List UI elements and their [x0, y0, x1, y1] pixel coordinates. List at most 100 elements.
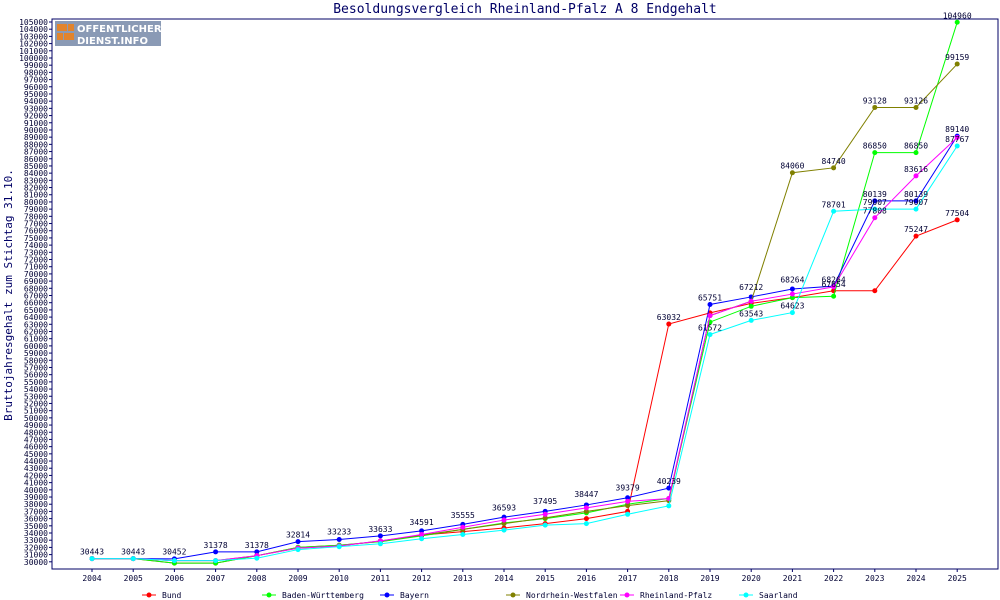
data-point-saarland — [913, 206, 919, 212]
y-tick-label: 51000 — [24, 407, 48, 416]
legend-label-bayern: Bayern — [400, 591, 429, 600]
y-tick-label: 104000 — [19, 25, 48, 34]
y-tick-label: 63000 — [24, 320, 48, 329]
legend-marker-nordrhein-westfalen — [510, 592, 516, 598]
data-label: 63032 — [657, 313, 681, 322]
y-tick-label: 37000 — [24, 507, 48, 516]
legend-label-nordrhein-westfalen: Nordrhein-Westfalen — [526, 591, 618, 600]
y-tick-label: 82000 — [24, 184, 48, 193]
y-tick-label: 30000 — [24, 558, 48, 567]
data-label: 30443 — [80, 548, 104, 557]
data-point-baden-w-rttemberg — [789, 295, 795, 301]
y-tick-label: 89000 — [24, 133, 48, 142]
y-tick-label: 57000 — [24, 363, 48, 372]
x-tick-label: 2009 — [288, 574, 307, 583]
y-tick-label: 33000 — [24, 536, 48, 545]
y-tick-label: 99000 — [24, 61, 48, 70]
x-tick-label: 2023 — [865, 574, 884, 583]
data-point-baden-w-rttemberg — [913, 150, 919, 156]
legend-marker-baden-w-rttemberg — [266, 592, 272, 598]
y-tick-label: 95000 — [24, 90, 48, 99]
data-label: 30452 — [162, 548, 186, 557]
data-label: 68264 — [822, 275, 846, 284]
data-point-bayern — [336, 536, 342, 542]
x-tick-label: 2021 — [783, 574, 802, 583]
x-tick-label: 2011 — [371, 574, 390, 583]
y-tick-label: 53000 — [24, 392, 48, 401]
legend: Bund Baden-Württemberg Bayern Nordrhein-Wes… — [142, 591, 798, 600]
data-label: 78701 — [822, 200, 846, 209]
plot-frame — [51, 18, 999, 570]
data-label: 80139 — [863, 190, 887, 199]
x-tick-label: 2022 — [824, 574, 843, 583]
data-point-nordrhein-westfalen — [954, 61, 960, 67]
y-tick-label: 68000 — [24, 284, 48, 293]
data-point-rheinland-pfalz — [625, 498, 631, 504]
data-point-nordrhein-westfalen — [789, 170, 795, 176]
y-tick-label: 36000 — [24, 515, 48, 524]
y-tick-label: 66000 — [24, 299, 48, 308]
data-label: 65751 — [698, 293, 722, 302]
y-tick-label: 94000 — [24, 97, 48, 106]
series-line-nordrhein-westfalen — [92, 63, 958, 562]
x-tick-label: 2016 — [577, 574, 596, 583]
data-label: 33633 — [368, 525, 392, 534]
x-tick-label: 2007 — [206, 574, 225, 583]
y-tick-label: 101000 — [19, 47, 48, 56]
x-tick-label: 2006 — [165, 574, 184, 583]
y-tick-label: 88000 — [24, 140, 48, 149]
y-tick-label: 69000 — [24, 277, 48, 286]
data-point-bayern — [254, 549, 260, 555]
data-point-nordrhein-westfalen — [501, 521, 507, 527]
data-point-bund — [583, 516, 589, 522]
x-tick-label: 2008 — [247, 574, 266, 583]
y-tick-label: 102000 — [19, 40, 48, 49]
data-label: 83616 — [904, 165, 928, 174]
x-tick-label: 2020 — [742, 574, 761, 583]
data-label: 64623 — [780, 302, 804, 311]
data-point-bund — [913, 233, 919, 239]
x-tick-label: 2013 — [453, 574, 472, 583]
data-point-saarland — [419, 536, 425, 542]
data-point-bayern — [419, 528, 425, 534]
y-tick-label: 97000 — [24, 76, 48, 85]
y-tick-label: 84000 — [24, 169, 48, 178]
y-tick-label: 56000 — [24, 371, 48, 380]
y-tick-label: 48000 — [24, 428, 48, 437]
y-tick-label: 70000 — [24, 270, 48, 279]
y-tick-label: 35000 — [24, 522, 48, 531]
y-tick-label: 47000 — [24, 435, 48, 444]
y-tick-label: 79000 — [24, 205, 48, 214]
legend-label-baden-w-rttemberg: Baden-Württemberg — [282, 591, 364, 600]
series-line-baden-w-rttemberg — [92, 22, 958, 564]
data-point-bund — [666, 321, 672, 327]
y-tick-label: 49000 — [24, 421, 48, 430]
data-label: 67212 — [739, 283, 763, 292]
legend-label-bund: Bund — [162, 591, 181, 600]
data-point-rheinland-pfalz — [913, 173, 919, 179]
data-label: 80139 — [904, 190, 928, 199]
data-label: 93128 — [863, 96, 887, 105]
data-point-rheinland-pfalz — [583, 505, 589, 511]
data-label: 77504 — [945, 209, 969, 218]
data-label: 37495 — [533, 497, 557, 506]
y-tick-label: 83000 — [24, 176, 48, 185]
y-tick-label: 81000 — [24, 191, 48, 200]
series-lines — [89, 19, 960, 566]
y-tick-label: 34000 — [24, 529, 48, 538]
data-point-saarland — [872, 206, 878, 212]
y-tick-label: 91000 — [24, 119, 48, 128]
data-point-saarland — [336, 544, 342, 550]
y-tick-label: 105000 — [19, 18, 48, 27]
data-point-nordrhein-westfalen — [583, 508, 589, 514]
data-label: 39379 — [616, 483, 640, 492]
logo-line2: DIENST.INFO — [77, 36, 148, 47]
data-label: 77808 — [863, 207, 887, 216]
data-point-saarland — [89, 556, 95, 562]
x-tick-label: 2025 — [948, 574, 967, 583]
y-axis-label: Bruttojahresgehalt zum Stichtag 31.10. — [2, 169, 15, 421]
data-point-bayern — [789, 286, 795, 292]
data-point-bayern — [872, 198, 878, 204]
data-label: 89140 — [945, 125, 969, 134]
